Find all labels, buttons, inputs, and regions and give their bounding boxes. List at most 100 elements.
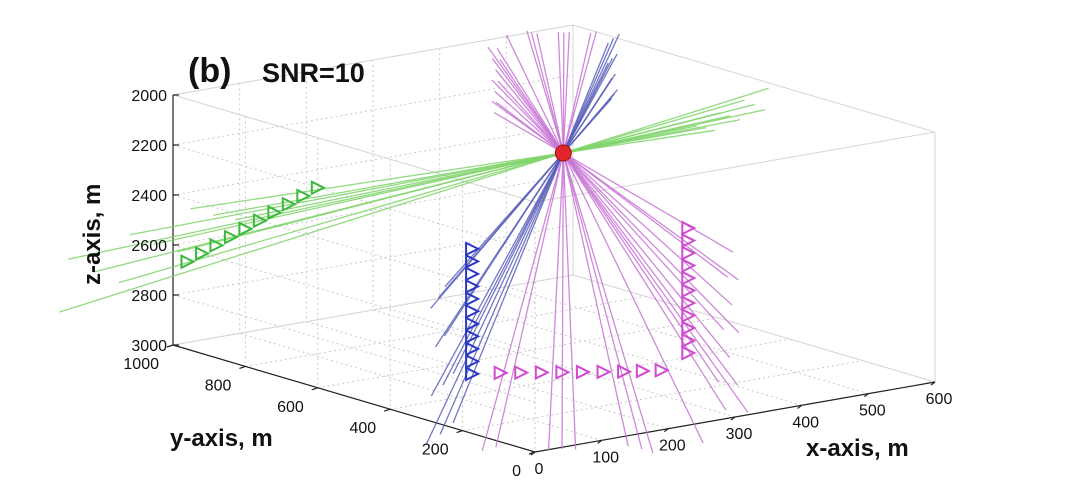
receiver-marker — [465, 266, 481, 282]
ray-line — [526, 30, 654, 454]
receiver-marker — [465, 241, 481, 257]
ray-line — [491, 79, 740, 333]
box-edge — [534, 131, 936, 203]
x-tick-label: 0 — [535, 461, 544, 478]
y-tick-mark — [528, 451, 536, 455]
y-tick-label: 1000 — [123, 356, 159, 373]
ray-line — [530, 32, 643, 450]
box-edge — [172, 274, 574, 346]
receiver-marker — [555, 364, 571, 380]
ray-line — [495, 101, 729, 278]
y-tick-label: 200 — [422, 442, 449, 459]
ray-line — [491, 58, 739, 386]
receiver-marker — [465, 253, 481, 269]
receiver-marker — [596, 364, 612, 380]
tick-labels-layer: 0 100 200 300 400 500 600 0 200 400 600 800 1000 2000… — [123, 88, 952, 480]
receiver-marker — [465, 353, 481, 369]
receiver-marker — [534, 364, 551, 381]
receivers-layer — [180, 180, 697, 382]
x-tick-mark — [930, 381, 936, 386]
ray-line — [425, 33, 620, 446]
y-tick-label: 800 — [205, 377, 232, 394]
receiver-marker — [681, 220, 697, 236]
ray-line — [430, 89, 618, 309]
y-tick-mark — [311, 387, 318, 391]
axes-layer — [166, 94, 936, 456]
y-tick-mark — [166, 344, 174, 348]
chart-title: SNR=10 — [262, 58, 365, 88]
x-tick-label: 600 — [926, 391, 953, 408]
receiver-marker — [465, 291, 481, 307]
box-edge — [172, 24, 574, 96]
x-tick-mark — [663, 428, 669, 433]
ray-line — [452, 42, 609, 424]
x-tick-mark — [730, 416, 736, 421]
ray-line — [557, 32, 577, 450]
receiver-marker — [681, 270, 697, 286]
y-tick-mark — [384, 408, 391, 412]
box-edge — [172, 94, 536, 203]
ray-line — [487, 46, 749, 413]
z-axis-title: z-axis, m — [79, 184, 106, 285]
y-tick-label: 400 — [349, 420, 376, 437]
receiver-marker — [681, 332, 697, 349]
receiver-marker — [617, 364, 633, 380]
ray-line — [491, 100, 739, 281]
ray-line — [497, 80, 725, 331]
source-layer — [554, 144, 572, 162]
ray-line — [481, 31, 597, 451]
y-tick-mark — [239, 365, 246, 369]
receiver-marker — [681, 307, 697, 324]
receiver-marker — [209, 237, 225, 253]
receiver-marker — [223, 229, 240, 245]
panel-label: (b) — [188, 52, 231, 90]
source-marker — [554, 144, 572, 162]
receiver-marker — [681, 245, 697, 261]
receiver-marker — [296, 188, 312, 204]
grid-line-floor-x — [239, 332, 602, 441]
ray-line — [430, 53, 618, 397]
z-tick-label: 2400 — [131, 188, 167, 205]
grid-layer — [172, 24, 936, 453]
receiver-marker — [635, 363, 652, 379]
receiver-marker — [238, 221, 254, 237]
x-tick-label: 400 — [792, 414, 819, 431]
receiver-marker — [493, 365, 509, 381]
receiver-marker — [465, 316, 481, 332]
receiver-marker — [310, 180, 327, 196]
receiver-marker — [514, 365, 530, 381]
y-tick-mark — [456, 430, 463, 434]
ray-line — [499, 59, 720, 383]
receiver-marker — [465, 366, 481, 382]
receiver-marker — [267, 204, 283, 221]
ray-line — [442, 58, 613, 386]
receiver-marker — [681, 232, 697, 249]
receiver-marker — [681, 257, 697, 274]
ray-line — [190, 129, 716, 210]
ray-line — [93, 103, 755, 273]
ray-line — [495, 32, 592, 448]
rays-layer — [59, 30, 769, 454]
ray-line — [118, 99, 745, 284]
box-edge — [572, 274, 936, 383]
receiver-marker — [681, 295, 697, 311]
receiver-marker — [194, 245, 211, 262]
x-tick-label: 100 — [592, 449, 619, 466]
x-axis-title: x-axis, m — [806, 435, 909, 462]
receiver-marker — [252, 213, 269, 229]
x-tick-mark — [797, 404, 803, 409]
receiver-marker — [575, 364, 592, 380]
receiver-marker — [465, 341, 481, 357]
z-tick-label: 2600 — [131, 238, 167, 255]
ray-line — [129, 119, 741, 236]
y-tick-label: 600 — [277, 399, 304, 416]
z-tick-label: 3000 — [131, 338, 167, 355]
receiver-marker — [654, 362, 670, 378]
x-tick-label: 300 — [726, 426, 753, 443]
x-tick-mark — [863, 393, 869, 398]
x-tick-label: 500 — [859, 403, 886, 420]
ray-line — [536, 33, 629, 447]
receiver-marker — [681, 320, 697, 336]
receiver-marker — [681, 282, 697, 299]
z-tick-label: 2000 — [131, 88, 167, 105]
